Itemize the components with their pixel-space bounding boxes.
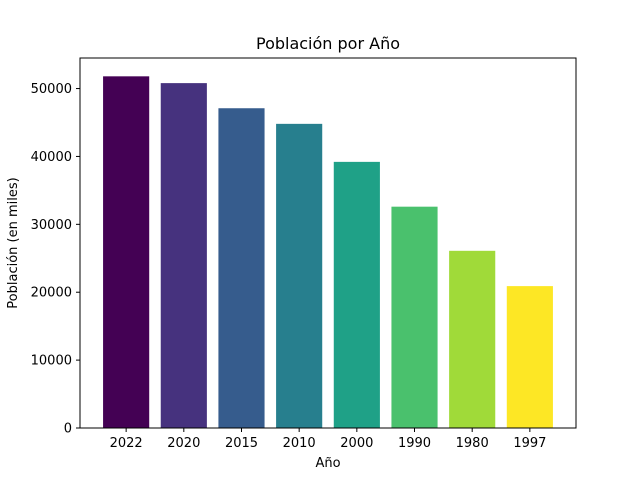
x-tick-label: 2000 <box>340 436 373 451</box>
bar-1997 <box>506 286 553 428</box>
bar-2000 <box>333 161 380 428</box>
x-tick-label: 1980 <box>456 436 489 451</box>
y-tick-label: 40000 <box>31 150 72 165</box>
x-tick-label: 1997 <box>513 436 546 451</box>
bar-2022 <box>103 76 150 428</box>
bar-2015 <box>218 108 265 429</box>
y-tick-label: 20000 <box>31 286 72 301</box>
x-tick-label: 2022 <box>110 436 143 451</box>
y-tick-label: 10000 <box>31 354 72 369</box>
bar-1990 <box>391 206 438 428</box>
chart-title: Población por Año <box>256 34 400 53</box>
x-tick-label: 1990 <box>398 436 431 451</box>
y-tick-label: 0 <box>64 422 72 437</box>
plot-frame <box>79 57 577 429</box>
x-tick-label: 2010 <box>283 436 316 451</box>
y-axis-label: Población (en miles) <box>6 177 21 308</box>
x-tick-label: 2015 <box>225 436 258 451</box>
y-axis: 0 10000 20000 30000 40000 50000 <box>31 82 80 437</box>
bar-2010 <box>276 123 323 428</box>
y-tick-label: 50000 <box>31 82 72 97</box>
bar-2020 <box>160 83 207 429</box>
x-tick-label: 2020 <box>167 436 200 451</box>
bars-group <box>103 76 553 429</box>
x-axis: 2022 2020 2015 2010 2000 1990 1980 1997 <box>110 428 546 451</box>
y-tick-label: 30000 <box>31 218 72 233</box>
x-axis-label: Año <box>315 456 340 471</box>
bar-1980 <box>449 250 496 428</box>
